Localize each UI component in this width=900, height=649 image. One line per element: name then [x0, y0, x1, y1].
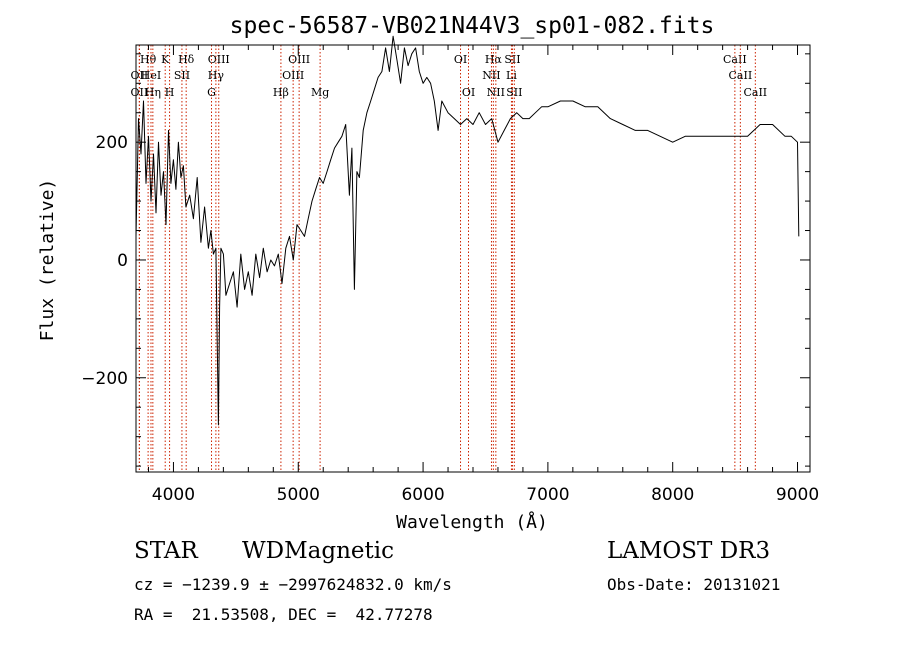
- x-tick-label: 7000: [526, 485, 569, 505]
- marker-label: OI: [454, 53, 467, 66]
- marker-label: G: [207, 86, 216, 99]
- flux-line: [135, 35, 800, 426]
- marker-label: SII: [174, 69, 190, 82]
- marker-label: OIII: [208, 53, 230, 66]
- marker-label: OII: [131, 86, 149, 99]
- object-subclass: WDMagnetic: [242, 538, 394, 564]
- plot-frame: [135, 44, 811, 473]
- marker-label: OIII: [288, 53, 310, 66]
- chart-title: spec-56587-VB021N44V3_sp01-082.fits: [230, 13, 715, 39]
- x-tick-label: 5000: [277, 485, 320, 505]
- marker-label: CaII: [729, 69, 753, 82]
- x-tick-label: 9000: [776, 485, 819, 505]
- x-axis-label: Wavelength (Å): [396, 511, 548, 533]
- marker-label: Hα: [485, 53, 503, 66]
- marker-label: OIII: [282, 69, 304, 82]
- plot-axes: 4000 5000 6000 7000 8000 9000 −200 0 200: [81, 44, 819, 505]
- coordinates-line: RA = 21.53508, DEC = 42.77278: [134, 605, 433, 624]
- marker-label: K: [161, 53, 170, 66]
- flux-series: [135, 35, 800, 426]
- marker-label: HeI: [141, 69, 161, 82]
- marker-label: OII: [131, 69, 149, 82]
- obs-date-line: Obs-Date: 20131021: [607, 575, 781, 594]
- y-tick-label: 200: [96, 133, 128, 153]
- x-tick-label: 8000: [651, 485, 694, 505]
- marker-label: Hθ: [140, 53, 157, 66]
- marker-label: NII: [482, 69, 500, 82]
- marker-label: Hβ: [273, 86, 289, 99]
- marker-label: CaII: [743, 86, 767, 99]
- marker-label: Mg: [311, 86, 329, 99]
- object-type: STAR: [134, 538, 198, 564]
- marker-label: CaII: [723, 53, 747, 66]
- marker-label: Hη: [145, 86, 161, 99]
- y-axis-label: Flux (relative): [37, 179, 58, 342]
- survey-name: LAMOST DR3: [607, 538, 771, 564]
- x-tick-label: 6000: [401, 485, 444, 505]
- marker-label: Li: [506, 69, 517, 82]
- y-tick-label: −200: [81, 369, 128, 389]
- marker-label: OI: [462, 86, 475, 99]
- redshift-line: cz = −1239.9 ± −2997624832.0 km/s: [134, 575, 452, 594]
- marker-label: H: [165, 86, 175, 99]
- marker-label: SII: [506, 86, 522, 99]
- y-tick-label: 0: [117, 251, 128, 271]
- x-tick-label: 4000: [152, 485, 195, 505]
- marker-label: Hδ: [178, 53, 195, 66]
- marker-label: Hγ: [208, 69, 225, 82]
- marker-label: SII: [504, 53, 520, 66]
- marker-label: NII: [487, 86, 505, 99]
